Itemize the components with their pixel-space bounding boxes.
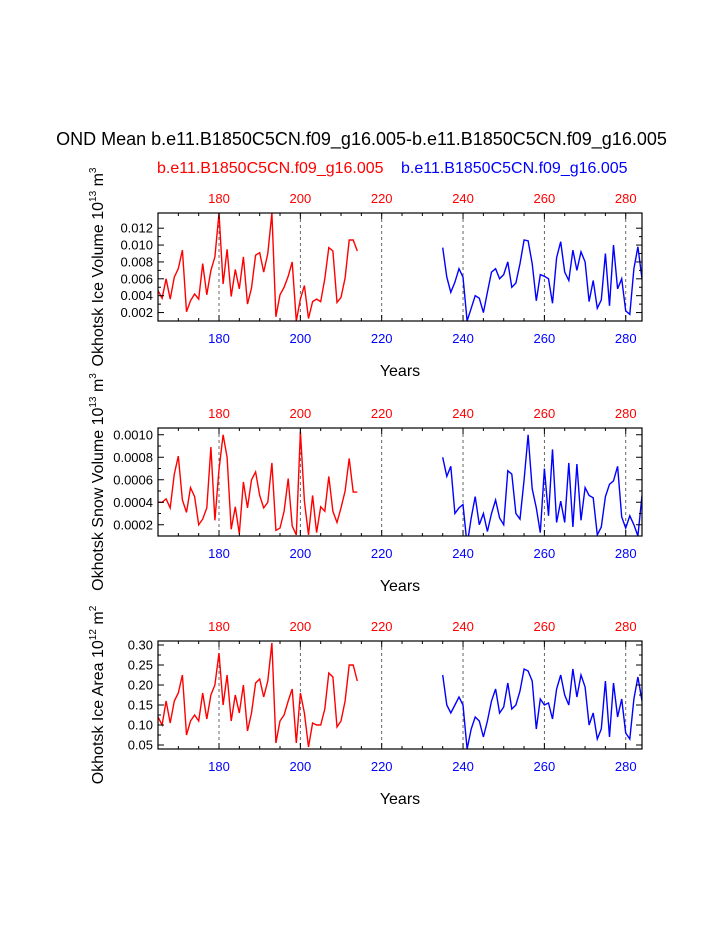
y-axis-label: Okhotsk Ice Volume 1013 m3 bbox=[88, 167, 107, 366]
y-tick-label: 0.002 bbox=[120, 305, 153, 320]
y-tick-label: 0.0006 bbox=[113, 472, 153, 487]
bottom-tick-label: 200 bbox=[290, 546, 312, 561]
y-tick-label: 0.15 bbox=[128, 698, 153, 713]
top-tick-label: 220 bbox=[371, 406, 393, 421]
bottom-tick-label: 200 bbox=[290, 759, 312, 774]
bottom-tick-label: 240 bbox=[452, 331, 474, 346]
case-a-label: b.e11.B1850C5CN.f09_g16.005 bbox=[157, 160, 384, 177]
x-axis-label: Years bbox=[380, 363, 420, 380]
top-tick-label: 180 bbox=[208, 619, 230, 634]
top-tick-label: 280 bbox=[615, 406, 637, 421]
top-tick-label: 240 bbox=[452, 406, 474, 421]
y-tick-label: 0.30 bbox=[128, 638, 153, 653]
y-tick-label: 0.008 bbox=[120, 254, 153, 269]
series-line-a bbox=[158, 431, 358, 536]
y-tick-label: 0.006 bbox=[120, 271, 153, 286]
y-tick-label: 0.0010 bbox=[113, 427, 153, 442]
bottom-tick-label: 280 bbox=[615, 546, 637, 561]
top-tick-label: 200 bbox=[290, 406, 312, 421]
bottom-tick-label: 180 bbox=[208, 331, 230, 346]
y-tick-label: 0.20 bbox=[128, 678, 153, 693]
y-axis-label: Okhotsk Ice Area 1012 m2 bbox=[88, 605, 107, 784]
series-line-b bbox=[442, 667, 642, 749]
top-tick-label: 200 bbox=[290, 191, 312, 206]
series-line-b bbox=[442, 239, 642, 321]
top-tick-label: 260 bbox=[534, 406, 556, 421]
series-line-a bbox=[158, 642, 358, 748]
case-b-label: b.e11.B1850C5CN.f09_g16.005 bbox=[401, 160, 628, 177]
top-tick-label: 260 bbox=[534, 619, 556, 634]
bottom-tick-label: 220 bbox=[371, 331, 393, 346]
top-tick-label: 220 bbox=[371, 619, 393, 634]
bottom-tick-label: 180 bbox=[208, 759, 230, 774]
top-tick-label: 280 bbox=[615, 191, 637, 206]
top-tick-label: 220 bbox=[371, 191, 393, 206]
y-tick-label: 0.10 bbox=[128, 718, 153, 733]
y-axis-label: Okhotsk Snow Volume 1013 m3 bbox=[88, 373, 107, 591]
y-tick-label: 0.25 bbox=[128, 658, 153, 673]
y-tick-label: 0.05 bbox=[128, 738, 153, 753]
bottom-tick-label: 280 bbox=[615, 759, 637, 774]
bottom-tick-label: 280 bbox=[615, 331, 637, 346]
bottom-tick-label: 220 bbox=[371, 546, 393, 561]
plot-frame bbox=[157, 212, 643, 322]
series-line-a bbox=[158, 213, 358, 321]
bottom-tick-label: 180 bbox=[208, 546, 230, 561]
top-tick-label: 240 bbox=[452, 619, 474, 634]
top-tick-label: 260 bbox=[534, 191, 556, 206]
bottom-tick-label: 220 bbox=[371, 759, 393, 774]
x-axis-label: Years bbox=[380, 578, 420, 595]
y-tick-label: 0.012 bbox=[120, 221, 153, 236]
top-tick-label: 180 bbox=[208, 406, 230, 421]
panel-2: 0.0002 0.0004 0.0006 0.0008 0.0010 180 200 220 2… bbox=[88, 373, 643, 595]
series-line-b bbox=[442, 434, 642, 536]
main-title: OND Mean b.e11.B1850C5CN.f09_g16.005-b.e… bbox=[56, 129, 667, 149]
y-tick-label: 0.010 bbox=[120, 238, 153, 253]
y-tick-label: 0.0002 bbox=[113, 517, 153, 532]
bottom-tick-label: 260 bbox=[534, 331, 556, 346]
plot-frame bbox=[157, 427, 643, 537]
y-tick-label: 0.004 bbox=[120, 288, 153, 303]
y-tick-label: 0.0004 bbox=[113, 495, 153, 510]
bottom-tick-label: 260 bbox=[534, 759, 556, 774]
top-tick-label: 280 bbox=[615, 619, 637, 634]
panel-3: 0.05 0.10 0.15 0.20 0.25 0.30 180 200 220 240 260 2… bbox=[88, 605, 643, 808]
y-tick-label: 0.0008 bbox=[113, 450, 153, 465]
top-tick-label: 180 bbox=[208, 191, 230, 206]
top-tick-label: 200 bbox=[290, 619, 312, 634]
bottom-tick-label: 260 bbox=[534, 546, 556, 561]
bottom-tick-label: 240 bbox=[452, 546, 474, 561]
bottom-tick-label: 200 bbox=[290, 331, 312, 346]
top-tick-label: 240 bbox=[452, 191, 474, 206]
bottom-tick-label: 240 bbox=[452, 759, 474, 774]
x-axis-label: Years bbox=[380, 791, 420, 808]
